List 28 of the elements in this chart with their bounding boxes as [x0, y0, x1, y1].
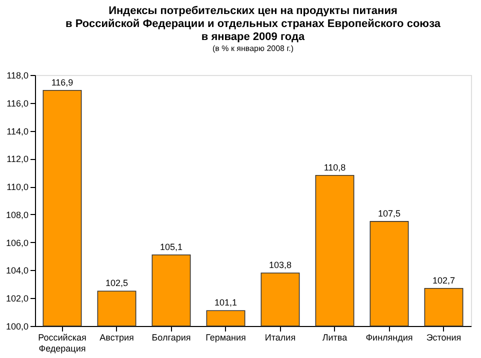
x-tick-label: Эстония	[426, 332, 462, 342]
y-tick-label: 104,0	[6, 266, 28, 276]
data-label: 102,5	[105, 278, 128, 288]
y-tick-label: 112,0	[6, 154, 28, 164]
y-tick-label: 108,0	[6, 210, 28, 220]
chart-title: Индексы потребительских цен на продукты питания в Российской Федерации и отдельных странах Европейского союза в январе 2009 года	[65, 5, 442, 43]
y-tick-label: 106,0	[6, 238, 28, 248]
y-tick-label: 100,0	[6, 322, 28, 332]
data-label: 107,5	[378, 208, 401, 218]
x-tick-label: Австрия	[100, 332, 134, 342]
x-tick-label: Германия	[206, 332, 246, 342]
data-label: 102,7	[432, 275, 456, 286]
data-label: 103,8	[268, 260, 292, 270]
x-tick-label: Литва	[322, 332, 348, 342]
data-label: 101,1	[214, 298, 238, 308]
y-tick-label: 102,0	[6, 294, 28, 304]
data-label: 105,1	[160, 242, 183, 252]
data-label: 110,8	[324, 162, 346, 172]
y-tick-label: 118,0	[6, 70, 28, 80]
chart-subtitle: (в % к январю 2008 г.)	[212, 44, 294, 53]
x-tick-label: Италия	[264, 332, 296, 342]
x-tick-label: Болгария	[152, 332, 191, 342]
y-tick-label: 116,0	[6, 98, 28, 108]
data-label: 116,9	[51, 77, 74, 88]
y-tick-label: 114,0	[6, 126, 28, 136]
x-tick-label: Финляндия	[366, 332, 413, 342]
x-tick-label: Российская Федерация	[38, 332, 86, 354]
y-tick-label: 110,0	[6, 182, 28, 192]
